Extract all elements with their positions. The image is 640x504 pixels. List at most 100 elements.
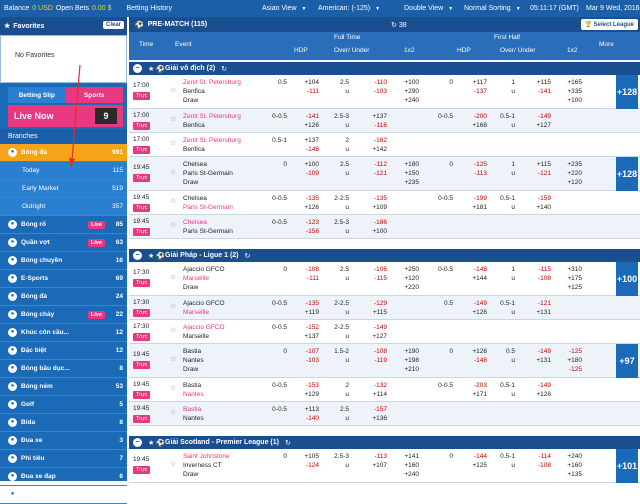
ou-odds-value[interactable]: -108 xyxy=(373,348,387,355)
x12-odds-value[interactable]: +250 xyxy=(404,266,419,273)
ou-odds-value[interactable]: -129 xyxy=(373,300,387,307)
live-stream-button[interactable]: Trực xyxy=(133,174,151,182)
sidebar-item[interactable]: ● Khúc côn cầu... 12 xyxy=(0,324,127,342)
hdp-odds-value[interactable]: +119 xyxy=(304,309,319,316)
favorite-star-icon[interactable]: ☆ xyxy=(170,461,177,468)
ou-odds-value[interactable]: +100 xyxy=(372,228,387,235)
favorite-star-icon[interactable]: ☆ xyxy=(170,385,177,392)
hdp-odds-value[interactable]: +104 xyxy=(304,79,319,86)
h-ou-odds-value[interactable]: -149 xyxy=(537,113,551,120)
odds-format-dropdown[interactable]: American: (-125) ▼ xyxy=(318,5,383,12)
x12-odds-value[interactable]: +150 xyxy=(404,170,419,177)
ou-odds-value[interactable]: +137 xyxy=(372,113,387,120)
x12-odds-value[interactable]: +120 xyxy=(404,275,419,282)
h-ou-odds-value[interactable]: -159 xyxy=(537,195,551,202)
more-markets-button[interactable]: +128 xyxy=(616,75,638,109)
h-hdp-odds-value[interactable]: -149 xyxy=(473,300,487,307)
h-ou-odds-value[interactable]: +140 xyxy=(536,204,551,211)
hdp-odds-value[interactable]: +137 xyxy=(304,137,319,144)
sidebar-item[interactable]: ● Bóng đá 991 xyxy=(0,144,127,162)
h-ou-odds-value[interactable]: -108 xyxy=(537,462,551,469)
h-hdp-odds-value[interactable]: -203 xyxy=(473,382,487,389)
collapse-icon[interactable]: − xyxy=(133,251,142,260)
hdp-odds-value[interactable]: +126 xyxy=(304,204,319,211)
ou-odds-value[interactable]: +109 xyxy=(372,204,387,211)
live-stream-button[interactable]: Trực xyxy=(133,146,151,154)
more-markets-button[interactable]: +128 xyxy=(616,157,638,191)
ou-odds-value[interactable]: -112 xyxy=(374,161,387,168)
ou-odds-value[interactable]: -162 xyxy=(373,137,387,144)
h-hdp-odds-value[interactable]: -125 xyxy=(473,161,487,168)
h-hdp-odds-value[interactable]: -144 xyxy=(473,453,487,460)
h-ou-odds-value[interactable]: -121 xyxy=(537,170,551,177)
collapse-icon[interactable]: − xyxy=(133,64,142,73)
favorite-star-icon[interactable]: ☆ xyxy=(170,87,177,94)
h-ou-odds-value[interactable]: -149 xyxy=(537,348,551,355)
refresh-icon[interactable]: ↻ xyxy=(284,439,291,447)
h-hdp-odds-value[interactable]: -148 xyxy=(473,357,487,364)
double-view-dropdown[interactable]: Double View ▼ xyxy=(404,5,456,12)
clear-favorites-button[interactable]: Clear xyxy=(102,21,124,29)
x12-odds-value[interactable]: +100 xyxy=(404,79,419,86)
sidebar-item[interactable]: Early Market 519 xyxy=(0,180,127,198)
ou-odds-value[interactable]: -106 xyxy=(373,266,387,273)
x12-odds-value[interactable]: +290 xyxy=(404,88,419,95)
h-hdp-odds-value[interactable]: +171 xyxy=(472,391,487,398)
ou-odds-value[interactable]: -132 xyxy=(373,382,387,389)
h-x12-odds-value[interactable]: -125 xyxy=(568,348,582,355)
live-stream-button[interactable]: Trực xyxy=(133,279,151,287)
ou-odds-value[interactable]: -121 xyxy=(373,170,387,177)
sidebar-item[interactable]: ● Đua xe 3 xyxy=(0,432,127,450)
x12-odds-value[interactable]: +220 xyxy=(404,284,419,291)
h-hdp-odds-value[interactable]: -137 xyxy=(473,88,487,95)
ou-odds-value[interactable]: +114 xyxy=(372,391,387,398)
live-stream-button[interactable]: Trực xyxy=(133,228,151,236)
sidebar-item[interactable]: Today 115 xyxy=(0,162,127,180)
sidebar-item[interactable]: ● Quần vợt Live 63 xyxy=(0,234,127,252)
h-hdp-odds-value[interactable]: +117 xyxy=(472,79,487,86)
hdp-odds-value[interactable]: -111 xyxy=(306,88,319,95)
sidebar-item[interactable]: ● Bóng ném 53 xyxy=(0,378,127,396)
h-hdp-odds-value[interactable]: +126 xyxy=(472,309,487,316)
hdp-odds-value[interactable]: +126 xyxy=(304,122,319,129)
hdp-odds-value[interactable]: +137 xyxy=(304,333,319,340)
hdp-odds-value[interactable]: -135 xyxy=(305,300,319,307)
live-stream-button[interactable]: Trực xyxy=(133,333,151,341)
favorite-star-icon[interactable]: ☆ xyxy=(170,116,177,123)
hdp-odds-value[interactable]: -152 xyxy=(305,324,319,331)
ou-odds-value[interactable]: -135 xyxy=(373,195,387,202)
hdp-odds-value[interactable]: -140 xyxy=(305,415,319,422)
sidebar-item[interactable]: Outright 357 xyxy=(0,198,127,216)
x12-odds-value[interactable]: +180 xyxy=(404,161,419,168)
view-mode-dropdown[interactable]: Asian View ▼ xyxy=(262,5,309,12)
ou-odds-value[interactable]: -103 xyxy=(373,88,387,95)
h-hdp-odds-value[interactable]: -200 xyxy=(473,113,487,120)
h-hdp-odds-value[interactable]: +126 xyxy=(472,348,487,355)
ou-odds-value[interactable]: +127 xyxy=(372,333,387,340)
h-ou-odds-value[interactable]: -114 xyxy=(538,453,551,460)
h-x12-odds-value[interactable]: +165 xyxy=(567,79,582,86)
h-ou-odds-value[interactable]: -115 xyxy=(538,266,551,273)
x12-odds-value[interactable]: +190 xyxy=(404,348,419,355)
league-header[interactable]: − ★ ⚽ Giải Pháp - Ligue 1 (2) ↻ xyxy=(129,249,640,262)
h-hdp-odds-value[interactable]: -113 xyxy=(474,170,487,177)
hdp-odds-value[interactable]: +100 xyxy=(304,161,319,168)
ou-odds-value[interactable]: +107 xyxy=(372,462,387,469)
h-ou-odds-value[interactable]: -149 xyxy=(537,382,551,389)
sidebar-item[interactable]: ● Phi tiêu 7 xyxy=(0,450,127,468)
h-hdp-odds-value[interactable]: +168 xyxy=(472,122,487,129)
x12-odds-value[interactable]: +240 xyxy=(404,471,419,478)
live-stream-button[interactable]: Trực xyxy=(133,204,151,212)
hdp-odds-value[interactable]: -109 xyxy=(305,170,319,177)
live-stream-button[interactable]: Trực xyxy=(133,391,151,399)
live-stream-button[interactable]: Trực xyxy=(133,92,151,100)
h-x12-odds-value[interactable]: +335 xyxy=(567,88,582,95)
h-hdp-odds-value[interactable]: +181 xyxy=(472,204,487,211)
h-hdp-odds-value[interactable]: +125 xyxy=(472,462,487,469)
h-ou-odds-value[interactable]: +131 xyxy=(536,309,551,316)
sidebar-item[interactable]: ● Bóng đá 24 xyxy=(0,288,127,306)
tab-sports[interactable]: Sports xyxy=(65,87,123,103)
h-x12-odds-value[interactable]: +120 xyxy=(567,179,582,186)
refresh-icon[interactable]: ↻ xyxy=(244,252,251,260)
star-icon[interactable]: ★ xyxy=(148,65,155,73)
